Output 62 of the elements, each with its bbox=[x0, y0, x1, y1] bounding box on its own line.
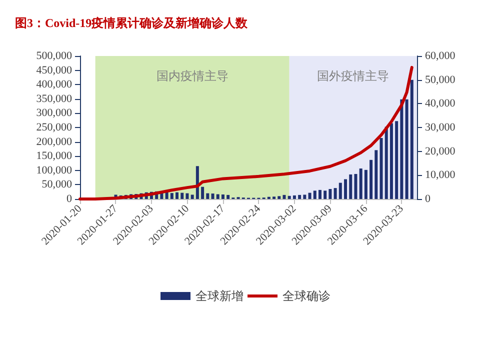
y-tick-label: 50,000 bbox=[42, 178, 72, 191]
y-tick-label: 100,000 bbox=[36, 164, 72, 176]
y-tick-label: 200,000 bbox=[36, 136, 72, 148]
y2-tick-label: 0 bbox=[425, 193, 431, 205]
bar bbox=[344, 179, 348, 199]
y2-tick-label: 30,000 bbox=[425, 122, 456, 134]
bar bbox=[374, 150, 378, 199]
bar bbox=[282, 194, 286, 199]
bar bbox=[324, 190, 327, 199]
bar bbox=[308, 192, 312, 199]
y2-tick-label: 20,000 bbox=[425, 145, 456, 158]
line-series bbox=[78, 66, 414, 200]
bar bbox=[354, 174, 358, 199]
y2-tick-label: 60,000 bbox=[425, 50, 456, 62]
bar bbox=[221, 194, 224, 199]
y-tick-label: 0 bbox=[66, 193, 72, 205]
y-tick-label: 400,000 bbox=[36, 78, 72, 91]
bar bbox=[292, 195, 296, 199]
y-tick-label: 500,000 bbox=[36, 50, 72, 62]
bar bbox=[298, 194, 302, 199]
bar bbox=[226, 194, 230, 199]
bar bbox=[384, 126, 388, 199]
bar bbox=[201, 186, 204, 199]
bar bbox=[364, 170, 368, 199]
y2-tick-label: 40,000 bbox=[425, 98, 456, 110]
y-tick-label: 300,000 bbox=[36, 107, 72, 120]
bar bbox=[328, 188, 332, 199]
y-tick-label: 450,000 bbox=[36, 64, 72, 76]
y2-tick-label: 50,000 bbox=[425, 74, 456, 86]
bar bbox=[206, 193, 210, 199]
bar bbox=[338, 182, 342, 199]
bar bbox=[288, 196, 291, 199]
y-tick-label: 250,000 bbox=[36, 122, 72, 134]
bar bbox=[380, 138, 383, 199]
bar bbox=[400, 99, 404, 199]
bar bbox=[395, 121, 398, 199]
legend-label: 全球新增 bbox=[196, 289, 244, 303]
bar bbox=[390, 123, 393, 199]
bar bbox=[349, 174, 352, 199]
bar bbox=[303, 194, 306, 199]
bar bbox=[313, 190, 316, 199]
bar bbox=[216, 194, 220, 199]
bar bbox=[410, 80, 414, 199]
bar bbox=[334, 188, 337, 199]
legend-label: 全球确诊 bbox=[282, 289, 330, 303]
bar bbox=[370, 160, 373, 199]
y-tick-label: 350,000 bbox=[36, 92, 72, 105]
bar bbox=[176, 192, 179, 199]
bar bbox=[180, 192, 184, 199]
bar bbox=[405, 99, 408, 199]
chart-title: 图3：Covid-19疫情累计确诊及新增确诊人数 bbox=[15, 16, 249, 30]
y-tick-label: 150,000 bbox=[36, 150, 72, 162]
bar bbox=[318, 190, 322, 199]
band-label: 国内疫情主导 bbox=[156, 69, 228, 83]
bar bbox=[211, 194, 214, 199]
bar bbox=[186, 193, 189, 199]
y2-tick-label: 10,000 bbox=[425, 169, 456, 182]
bar bbox=[190, 194, 194, 199]
bar bbox=[170, 193, 174, 199]
bar bbox=[359, 168, 362, 199]
bar bbox=[278, 196, 281, 199]
band-label: 国外疫情主导 bbox=[317, 69, 390, 83]
